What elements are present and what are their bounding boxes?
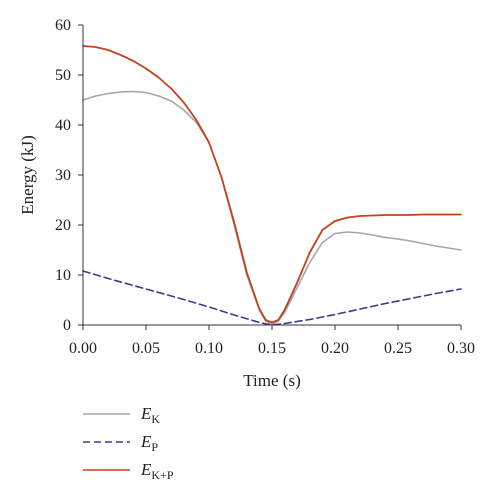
- series-line-ep: [82, 270, 462, 326]
- x-ticks: 0.00 0.05 0.10 0.15 0.20 0.25 0.30: [69, 325, 475, 357]
- x-tick-label: 0.00: [69, 340, 97, 357]
- series-group: [82, 45, 462, 326]
- plot-area: 0.00 0.05 0.10 0.15 0.20 0.25 0.30 0 10 20 30 40 50…: [55, 17, 475, 357]
- y-tick-label: 40: [55, 117, 71, 134]
- legend-item-ep: EP: [83, 432, 158, 454]
- legend-label: EP: [140, 432, 158, 454]
- legend-label-main: E: [140, 432, 152, 451]
- x-tick-label: 0.05: [132, 340, 160, 357]
- legend-label-main: E: [140, 460, 152, 479]
- legend-label-subscript: K: [151, 412, 160, 426]
- y-axis-label: Energy (kJ): [18, 135, 37, 214]
- y-tick-label: 50: [55, 67, 71, 84]
- x-tick-label: 0.25: [384, 340, 412, 357]
- x-tick-label: 0.30: [447, 340, 475, 357]
- legend-label-main: E: [140, 404, 152, 423]
- legend-label: EK+P: [140, 460, 174, 482]
- y-tick-label: 20: [55, 217, 71, 234]
- y-tick-label: 60: [55, 17, 71, 34]
- y-tick-label: 0: [63, 317, 71, 334]
- y-tick-label: 30: [55, 167, 71, 184]
- series-line-ek: [82, 90, 462, 325]
- x-tick-label: 0.20: [321, 340, 349, 357]
- y-ticks: 0 10 20 30 40 50 60: [55, 17, 83, 334]
- x-axis-label: Time (s): [243, 371, 300, 390]
- x-tick-label: 0.15: [258, 340, 286, 357]
- legend-item-ek: EK: [83, 404, 160, 426]
- y-tick-label: 10: [55, 267, 71, 284]
- legend-label-subscript: K+P: [151, 468, 173, 482]
- legend-item-ekp: EK+P: [83, 460, 174, 482]
- series-line-ekp: [82, 45, 462, 324]
- legend-label-subscript: P: [151, 440, 158, 454]
- x-tick-label: 0.10: [195, 340, 223, 357]
- legend-label: EK: [140, 404, 160, 426]
